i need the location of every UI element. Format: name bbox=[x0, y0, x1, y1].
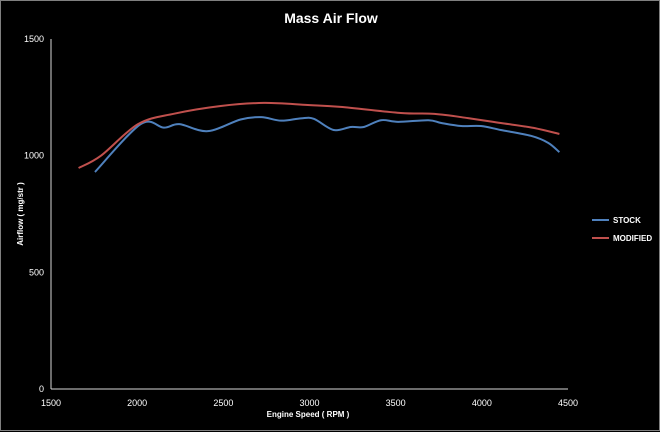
y-tick-label: 1500 bbox=[24, 34, 44, 44]
y-axis-label: Airflow ( mg/str ) bbox=[16, 182, 25, 246]
legend: STOCK MODIFIED bbox=[592, 216, 652, 243]
x-tick-label: 3500 bbox=[386, 398, 406, 408]
series-line-stock bbox=[94, 116, 561, 173]
x-tick-label: 2000 bbox=[127, 398, 147, 408]
x-axis-label: Engine Speed ( RPM ) bbox=[267, 410, 350, 419]
x-tick-label: 4500 bbox=[558, 398, 578, 408]
x-tick-label: 4000 bbox=[472, 398, 492, 408]
y-tick-label: 1000 bbox=[24, 151, 44, 161]
chart-title: Mass Air Flow bbox=[284, 10, 378, 26]
x-tick-label: 1500 bbox=[41, 398, 61, 408]
legend-label-modified: MODIFIED bbox=[613, 234, 652, 243]
x-tick-label: 2500 bbox=[213, 398, 233, 408]
x-tick-label: 3000 bbox=[299, 398, 319, 408]
y-tick-label: 0 bbox=[39, 384, 44, 394]
series-line-modified bbox=[78, 101, 560, 169]
y-tick-label: 500 bbox=[29, 267, 44, 277]
legend-label-stock: STOCK bbox=[613, 216, 641, 225]
